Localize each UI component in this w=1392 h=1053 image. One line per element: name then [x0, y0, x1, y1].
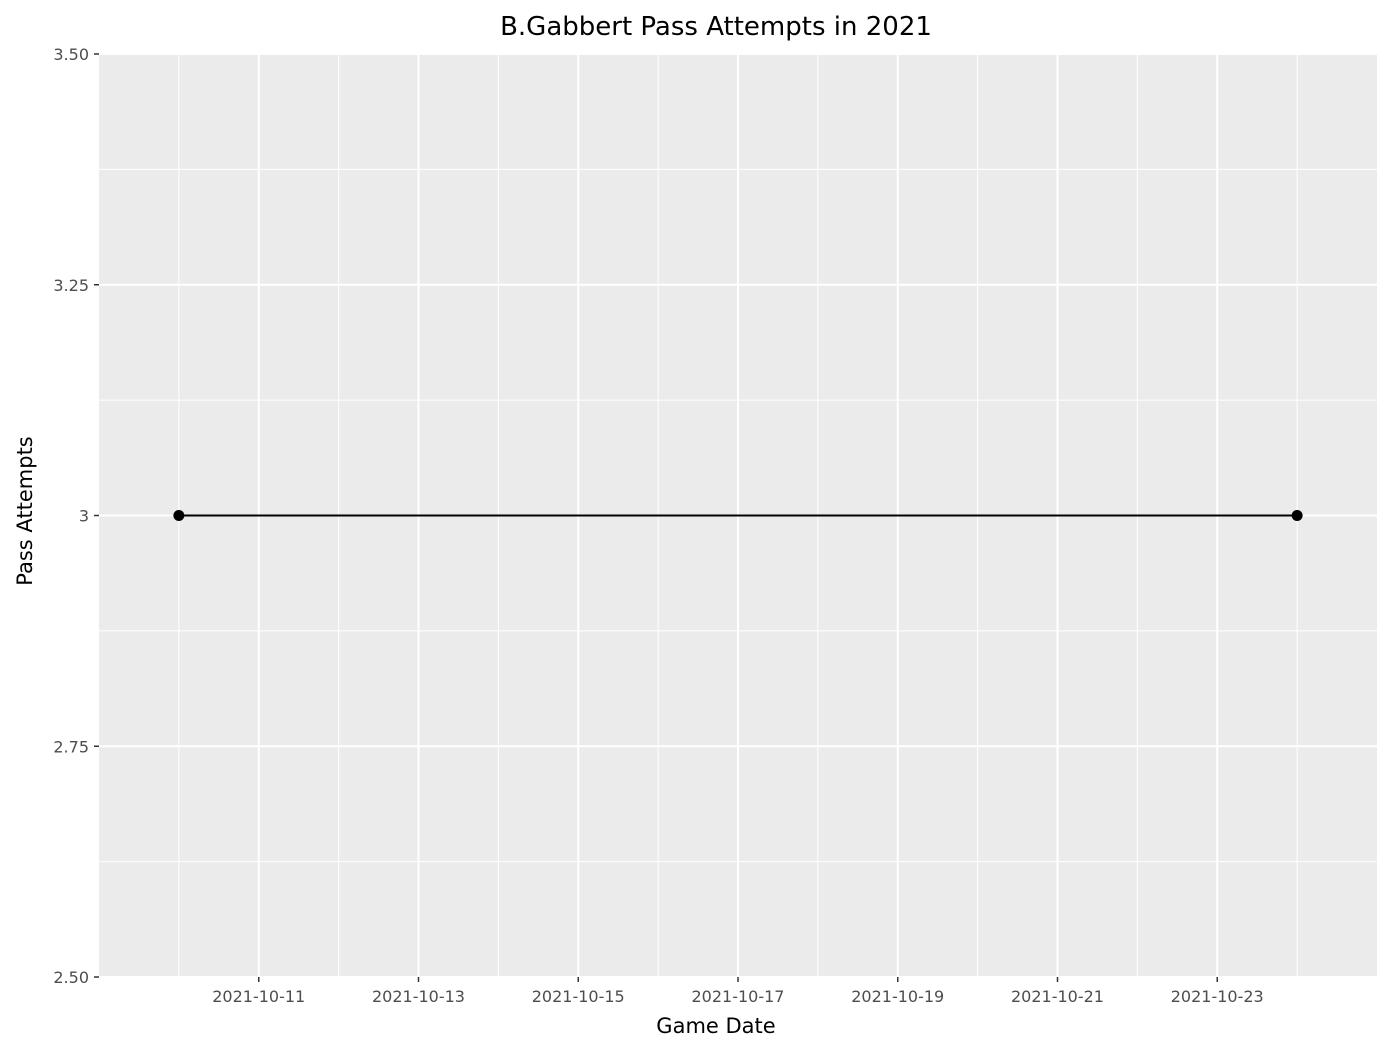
y-tick-label: 2.75: [53, 737, 89, 756]
x-axis-label: Game Date: [656, 1014, 775, 1038]
y-axis: 2.50 2.75 3 3.25 3.50: [53, 45, 99, 987]
y-tick-label: 2.50: [53, 968, 89, 987]
x-tick-label: 2021-10-17: [692, 987, 785, 1006]
x-tick-label: 2021-10-15: [532, 987, 625, 1006]
x-tick-label: 2021-10-23: [1171, 987, 1264, 1006]
y-tick-label: 3.50: [53, 45, 89, 64]
y-axis-label: Pass Attempts: [13, 436, 37, 586]
y-tick-label: 3.25: [53, 276, 89, 295]
series-layer: [173, 510, 1303, 521]
chart-title: B.Gabbert Pass Attempts in 2021: [500, 12, 932, 42]
x-tick-label: 2021-10-19: [851, 987, 944, 1006]
data-point: [173, 510, 185, 521]
y-tick-label: 3: [79, 507, 89, 526]
x-axis: 2021-10-11 2021-10-13 2021-10-15 2021-10-17…: [212, 977, 1264, 1006]
x-tick-label: 2021-10-11: [212, 987, 305, 1006]
x-tick-label: 2021-10-13: [372, 987, 465, 1006]
data-point: [1291, 510, 1303, 521]
x-tick-label: 2021-10-21: [1011, 987, 1104, 1006]
